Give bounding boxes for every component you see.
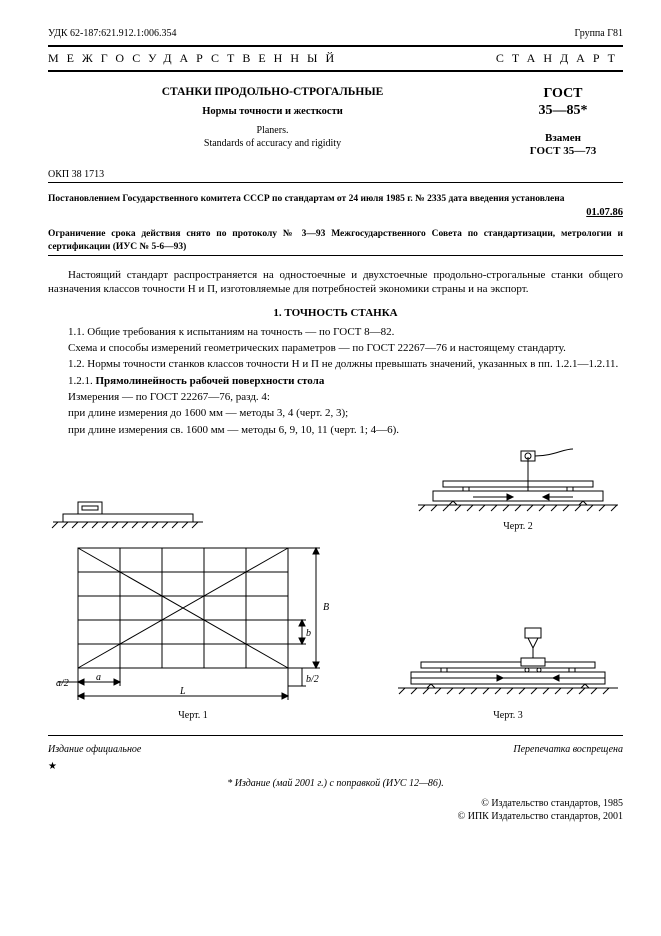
star: ★: [48, 761, 623, 772]
fig-2-wrap: Черт. 2: [413, 447, 623, 532]
group: Группа Г81: [575, 28, 623, 39]
fig-top-left-svg: [48, 492, 208, 532]
banner: МЕЖГОСУДАРСТВЕННЫЙ СТАНДАРТ: [48, 47, 623, 68]
p121-title: Прямолинейность рабочей поверхности стол…: [96, 375, 325, 387]
copyright: © Издательство стандартов, 1985 © ИПК Из…: [48, 797, 623, 823]
top-row: УДК 62-187:621.912.1:006.354 Группа Г81: [48, 28, 623, 39]
rule-footer: [48, 735, 623, 736]
page: УДК 62-187:621.912.1:006.354 Группа Г81 …: [0, 0, 661, 843]
section1-heading: 1. ТОЧНОСТЬ СТАНКА: [48, 307, 623, 319]
fig-3-svg: [393, 618, 623, 708]
lbl-b: b: [306, 628, 311, 639]
footer-left: Издание официальное: [48, 744, 141, 755]
decree-text: Постановлением Государственного комитета…: [48, 193, 623, 205]
fig-2-caption: Черт. 2: [413, 521, 623, 532]
p-1-2-1-c: при длине измерения св. 1600 мм — методы…: [48, 423, 623, 437]
udk: УДК 62-187:621.912.1:006.354: [48, 28, 176, 39]
diagram-row-1: Черт. 2: [48, 447, 623, 532]
okp: ОКП 38 1713: [48, 169, 623, 180]
title-left: СТАНКИ ПРОДОЛЬНО-СТРОГАЛЬНЫЕ Нормы точно…: [48, 86, 497, 159]
vzamen2: ГОСТ 35—73: [503, 145, 623, 159]
p-1-2-1-head: 1.2.1. Прямолинейность рабочей поверхнос…: [48, 374, 623, 388]
title-main: СТАНКИ ПРОДОЛЬНО-СТРОГАЛЬНЫЕ: [56, 86, 489, 98]
fig-2-svg: [413, 447, 623, 519]
fig-1-wrap: a/2 a L B b b/2 Черт. 1: [48, 538, 338, 721]
fig-3-wrap: Черт. 3: [393, 618, 623, 721]
lbl-b2: b/2: [306, 674, 319, 685]
restriction: Ограничение срока действия снято по прот…: [48, 228, 623, 253]
p-1-1: 1.1. Общие требования к испытаниям на то…: [48, 325, 623, 339]
footer-row: Издание официальное Перепечатка воспреще…: [48, 744, 623, 755]
title-block: СТАНКИ ПРОДОЛЬНО-СТРОГАЛЬНЫЕ Нормы точно…: [48, 86, 623, 159]
title-en1: Planers.: [56, 125, 489, 138]
p-1-1b: Схема и способы измерений геометрических…: [48, 341, 623, 355]
rule-okp: [48, 182, 623, 183]
lbl-L: L: [179, 686, 186, 697]
fig-top-left: [48, 492, 208, 532]
fig-1-svg: a/2 a L B b b/2: [48, 538, 338, 708]
lbl-a2: a/2: [56, 678, 69, 689]
gost-line2: 35—85*: [503, 103, 623, 120]
gost-line1: ГОСТ: [503, 86, 623, 103]
copyright-2: © ИПК Издательство стандартов, 2001: [48, 810, 623, 823]
lbl-a: a: [96, 672, 101, 683]
p-1-2-1-a: Измерения — по ГОСТ 22267—76, разд. 4:: [48, 390, 623, 404]
footer-right: Перепечатка воспрещена: [513, 744, 623, 755]
p121-num: 1.2.1.: [68, 375, 96, 387]
p-1-2: 1.2. Нормы точности станков классов точн…: [48, 357, 623, 371]
rule-top-2: [48, 70, 623, 72]
p-1-2-1-b: при длине измерения до 1600 мм — методы …: [48, 406, 623, 420]
title-sub: Нормы точности и жесткости: [56, 106, 489, 117]
footnote: * Издание (май 2001 г.) с поправкой (ИУС…: [48, 778, 623, 789]
diagrams: Черт. 2: [48, 447, 623, 721]
copyright-1: © Издательство стандартов, 1985: [48, 797, 623, 810]
fig-3-caption: Черт. 3: [393, 710, 623, 721]
title-en2: Standards of accuracy and rigidity: [56, 138, 489, 151]
lbl-B: B: [323, 602, 329, 613]
vzamen1: Взамен: [503, 132, 623, 146]
decree-date: 01.07.86: [48, 207, 623, 218]
diagram-row-2: a/2 a L B b b/2 Черт. 1: [48, 538, 623, 721]
title-right: ГОСТ 35—85* Взамен ГОСТ 35—73: [497, 86, 623, 159]
fig-1-caption: Черт. 1: [48, 710, 338, 721]
rule-restr: [48, 255, 623, 256]
intro-para: Настоящий стандарт распространяется на о…: [48, 268, 623, 297]
